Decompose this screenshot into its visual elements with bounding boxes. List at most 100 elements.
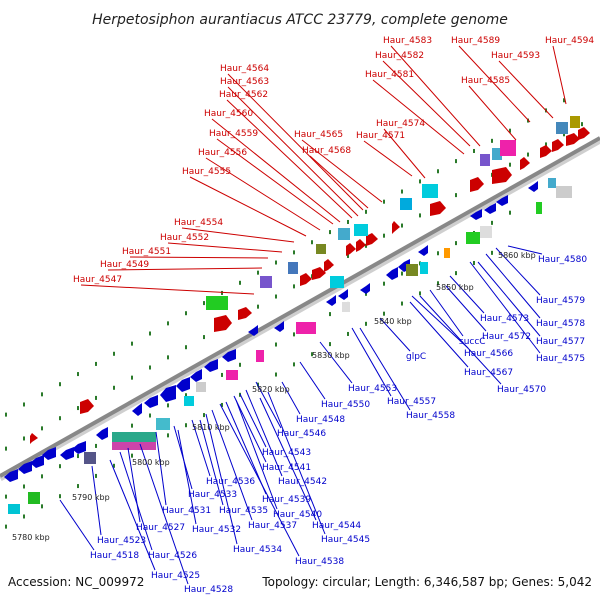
forward-label-leader [383,128,426,179]
gene-box [556,186,572,198]
reverse-gene-arrow [18,461,32,474]
kbp-marker: 5800 kbp [132,458,170,467]
gene-box [556,122,568,134]
tick-mark [59,382,61,387]
reverse-label-leader [351,327,392,397]
reverse-gene-arrow [248,325,258,336]
tick-mark [437,169,439,174]
forward-label-leader [167,242,283,253]
gene-box [338,228,350,240]
gene-box [492,148,502,160]
reverse-gene-label: Haur_4540 [273,510,322,520]
tick-mark [311,352,313,357]
reverse-label-leader [127,447,141,523]
kbp-marker: 5780 kbp [12,533,50,542]
forward-gene-label: Haur_4547 [73,275,122,285]
tick-mark [563,98,565,103]
reverse-gene-arrow [96,427,108,440]
tick-mark [329,230,331,235]
reverse-gene-arrow [72,441,86,454]
forward-label-leader [309,155,369,209]
forward-label-leader [390,45,481,147]
reverse-gene-label: Haur_4573 [480,314,529,324]
tick-mark [347,331,349,336]
reverse-label-leader [429,289,464,337]
kbp-marker: 5830 kbp [312,351,350,360]
tick-mark [455,241,457,246]
reverse-label-leader [119,451,153,551]
reverse-label-leader [469,261,541,354]
reverse-label-leader [409,301,469,368]
accession-label: Accession: NC_009972 [8,575,144,589]
map-title: Herpetosiphon aurantiacus ATCC 23779, co… [92,12,508,28]
tick-mark [95,443,97,448]
tick-mark [5,524,7,529]
forward-gene-label: Haur_4555 [182,167,231,177]
forward-label-leader [129,256,269,259]
reverse-gene-label: Haur_4528 [184,585,233,595]
forward-gene-label: Haur_4559 [209,129,258,139]
forward-gene-arrow [356,239,366,252]
reverse-gene-label: Haur_4548 [296,415,345,425]
gene-features [4,116,590,514]
gene-box [256,350,264,362]
tick-mark [149,365,151,370]
forward-gene-label: Haur_4564 [220,64,269,74]
reverse-gene-label: Haur_4534 [233,545,282,555]
forward-gene-label: Haur_4554 [174,218,223,228]
genome-backbone [0,136,600,478]
tick-mark [113,351,115,356]
forward-label-leader [458,45,531,123]
tick-mark [329,342,331,347]
tick-mark [383,311,385,316]
reverse-gene-label: Haur_4525 [151,571,200,581]
reverse-label-leader [281,381,301,415]
tick-mark [311,240,313,245]
tick-mark [455,159,457,164]
forward-label-leader [301,139,383,203]
tick-mark [293,250,295,255]
reverse-gene-label: succC [459,337,486,347]
reverse-gene-label: Haur_4531 [162,506,211,516]
forward-label-leader [80,284,255,295]
gene-box [260,276,272,288]
tick-mark [41,504,43,509]
reverse-label-leader [139,443,189,585]
reverse-label-leader [109,459,156,571]
forward-gene-arrow [492,167,512,184]
tick-mark [293,362,295,367]
tick-mark [5,494,7,499]
forward-gene-arrow [346,243,356,256]
reverse-label-leader [267,391,326,535]
tick-mark [275,342,277,347]
tick-mark [293,332,295,337]
kbp-marker: 5820 kbp [252,385,290,394]
reverse-gene-arrow [30,455,44,468]
tick-mark [473,148,475,153]
forward-gene-arrow [238,307,252,320]
gene-box [296,322,316,334]
tick-mark [59,494,61,499]
reverse-gene-arrow [386,267,398,280]
gene-box [570,116,580,128]
forward-gene-label: Haur_4549 [100,260,149,270]
reverse-gene-arrow [496,195,508,206]
reverse-label-leader [319,341,353,384]
tick-mark [275,372,277,377]
tick-mark [23,402,25,407]
gene-box [444,248,450,258]
forward-gene-label: Haur_4594 [545,36,594,46]
forward-gene-label: Haur_4565 [294,130,343,140]
tick-mark [203,335,205,340]
forward-label-leader [227,86,359,217]
forward-label-leader [372,79,465,155]
forward-gene-arrow [578,127,590,140]
tick-mark [527,152,529,157]
forward-label-leader [189,176,307,237]
tick-mark [383,233,385,238]
tick-mark [41,392,43,397]
tick-mark [365,209,367,214]
tick-mark [401,301,403,306]
reverse-label-leader [477,261,541,337]
tick-mark [455,271,457,276]
